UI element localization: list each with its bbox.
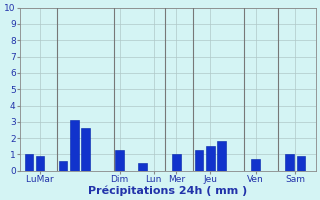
Bar [36, 156, 44, 171]
Bar [218, 141, 226, 171]
Bar [81, 128, 90, 171]
Bar [25, 154, 33, 171]
Bar [285, 154, 294, 171]
Bar [297, 156, 305, 171]
Bar [172, 154, 180, 171]
X-axis label: Précipitations 24h ( mm ): Précipitations 24h ( mm ) [88, 185, 247, 196]
Bar [116, 150, 124, 171]
Bar [70, 120, 78, 171]
Bar [252, 159, 260, 171]
Bar [138, 163, 147, 171]
Bar [206, 146, 215, 171]
Bar [59, 161, 67, 171]
Bar [195, 150, 203, 171]
